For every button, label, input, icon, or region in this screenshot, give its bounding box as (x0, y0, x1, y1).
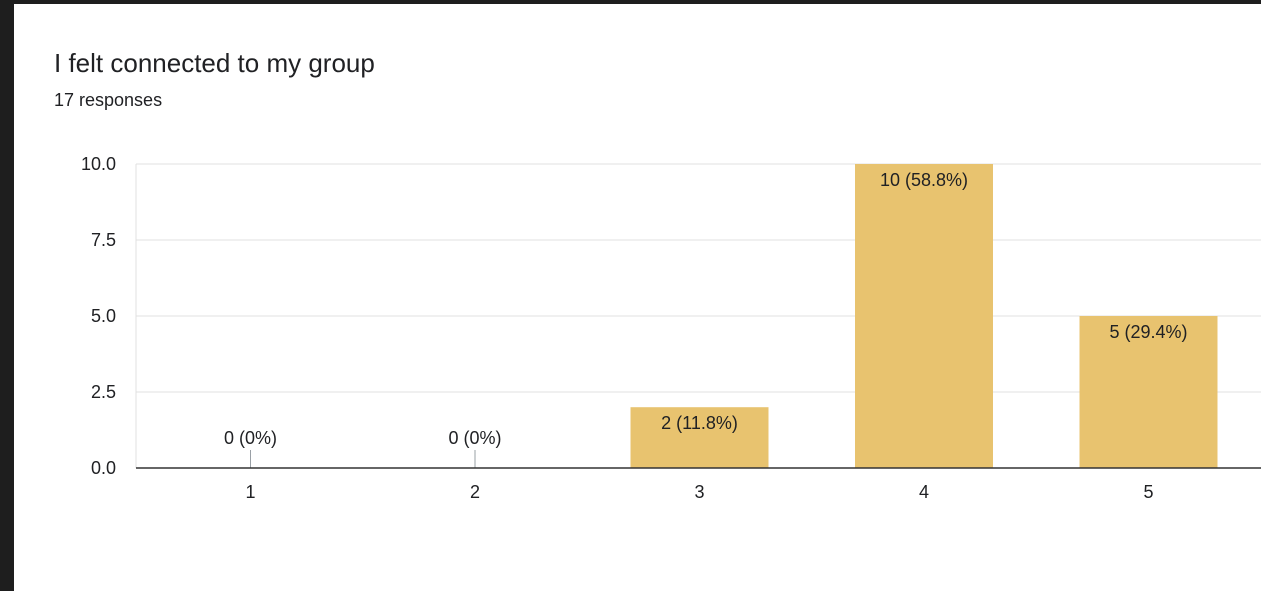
bar (630, 407, 769, 468)
chart-card: I felt connected to my group 17 response… (14, 4, 1261, 591)
bar (855, 164, 993, 468)
x-tick-label: 2 (470, 482, 480, 502)
x-tick-label: 5 (1143, 482, 1153, 502)
bar (1079, 316, 1218, 468)
y-tick-label: 2.5 (91, 382, 116, 402)
data-label: 0 (0%) (224, 428, 277, 448)
y-tick-label: 7.5 (91, 230, 116, 250)
data-label: 10 (58.8%) (880, 170, 968, 190)
bar-chart: 0.0 2.5 5.0 7.5 10.0 0 (0%) 1 0 (0%) 2 2 (11.8%) 3… (81, 154, 1261, 502)
y-tick-label: 10.0 (81, 154, 116, 174)
y-tick-label: 0.0 (91, 458, 116, 478)
x-tick-label: 4 (919, 482, 929, 502)
chart-title: I felt connected to my group (54, 48, 375, 78)
x-tick-label: 3 (694, 482, 704, 502)
x-tick-label: 1 (245, 482, 255, 502)
data-label: 0 (0%) (448, 428, 501, 448)
data-label: 2 (11.8%) (661, 413, 738, 433)
data-label: 5 (29.4%) (1109, 322, 1187, 342)
y-tick-label: 5.0 (91, 306, 116, 326)
response-count: 17 responses (54, 90, 163, 110)
